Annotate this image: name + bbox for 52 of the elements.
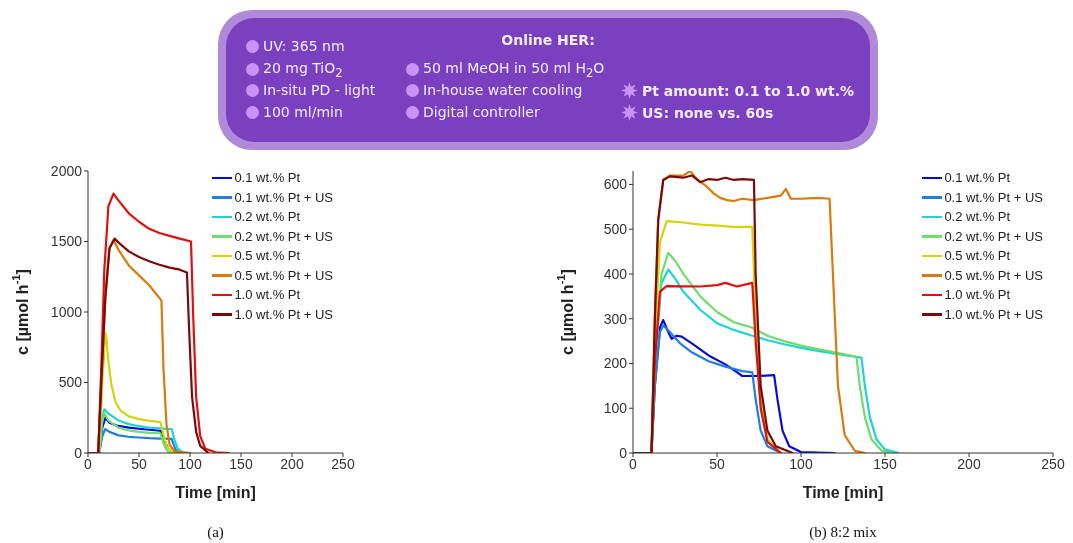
text: 100 ml/min (263, 104, 343, 120)
legend-label: 0.5 wt.% Pt + US (234, 266, 333, 285)
text: Digital controller (423, 104, 540, 120)
y-tick-label: 400 (603, 265, 628, 282)
text: Online HER: (501, 32, 595, 48)
text: 50 ml MeOH in 50 ml H$_{2}$O (423, 60, 605, 80)
legend-label: 0.2 wt.% Pt (234, 208, 301, 226)
x-tick-label: 200 (280, 455, 304, 472)
x-tick-label: 100 (789, 455, 813, 472)
legend-label: 0.2 wt.% Pt + US (944, 227, 1043, 246)
text: UV: 365 nm (263, 38, 345, 54)
legend-label: 1.0 wt.% Pt (234, 286, 301, 304)
x-tick-label: 50 (709, 455, 725, 472)
y-tick-label: 2000 (50, 162, 83, 179)
y-tick-label: 100 (603, 400, 628, 417)
y-tick-label: 600 (603, 176, 628, 193)
x-axis-title: Time [min] (175, 484, 256, 501)
x-tick-label: 100 (178, 455, 202, 472)
legend-label: 0.1 wt.% Pt (944, 169, 1011, 187)
x-tick-label: 150 (229, 455, 253, 472)
x-tick-label: 150 (873, 455, 897, 472)
x-tick-label: 250 (331, 455, 355, 472)
x-axis-title: Time [min] (802, 484, 884, 501)
text: In-situ PD - light (263, 82, 376, 98)
text: (a) (206, 524, 225, 541)
legend-label: 0.1 wt.% Pt + US (234, 188, 333, 207)
legend-label: 0.2 wt.% Pt + US (234, 227, 333, 246)
y-tick-label: 500 (603, 221, 628, 238)
legend-label: 1.0 wt.% Pt + US (944, 305, 1043, 324)
y-tick-label: 0 (74, 444, 83, 461)
legend-label: 1.0 wt.% Pt + US (234, 305, 333, 324)
text: (b) 8:2 mix (808, 524, 878, 541)
y-tick-label: 500 (58, 374, 83, 391)
legend-label: 0.1 wt.% Pt + US (944, 188, 1043, 207)
legend-label: 0.5 wt.% Pt (234, 247, 301, 265)
y-tick-label: 300 (603, 310, 628, 327)
y-tick-label: 0 (619, 444, 628, 461)
legend-label: 0.1 wt.% Pt (234, 169, 301, 187)
text: 20 mg TiO$_{2}$ (263, 60, 343, 80)
text: Pt amount: 0.1 to 1.0 wt.% (642, 82, 855, 99)
legend-label: 0.5 wt.% Pt + US (944, 266, 1043, 285)
y-tick-label: 1000 (50, 303, 83, 320)
y-tick-label: 200 (603, 355, 628, 372)
x-tick-label: 200 (957, 455, 981, 472)
text: US: none vs. 60s (642, 104, 774, 121)
y-tick-label: 1500 (50, 233, 83, 250)
legend-label: 0.2 wt.% Pt (944, 208, 1011, 226)
x-tick-label: 250 (1041, 455, 1065, 472)
legend-label: 0.5 wt.% Pt (944, 247, 1011, 265)
x-tick-label: 50 (131, 455, 147, 472)
legend-label: 1.0 wt.% Pt (944, 286, 1011, 304)
text: In-house water cooling (423, 82, 583, 98)
